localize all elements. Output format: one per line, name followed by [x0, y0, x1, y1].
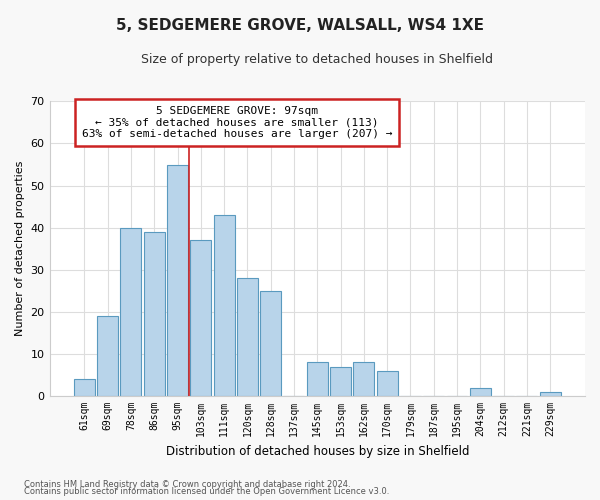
- Bar: [330, 366, 351, 396]
- Bar: [470, 388, 491, 396]
- Y-axis label: Number of detached properties: Number of detached properties: [15, 161, 25, 336]
- X-axis label: Distribution of detached houses by size in Shelfield: Distribution of detached houses by size …: [166, 444, 469, 458]
- Bar: [539, 392, 560, 396]
- Bar: [237, 278, 258, 396]
- Text: 5, SEDGEMERE GROVE, WALSALL, WS4 1XE: 5, SEDGEMERE GROVE, WALSALL, WS4 1XE: [116, 18, 484, 32]
- Bar: [190, 240, 211, 396]
- Bar: [97, 316, 118, 396]
- Bar: [121, 228, 142, 396]
- Text: Contains public sector information licensed under the Open Government Licence v3: Contains public sector information licen…: [24, 487, 389, 496]
- Text: 5 SEDGEMERE GROVE: 97sqm
← 35% of detached houses are smaller (113)
63% of semi-: 5 SEDGEMERE GROVE: 97sqm ← 35% of detach…: [82, 106, 392, 139]
- Text: Contains HM Land Registry data © Crown copyright and database right 2024.: Contains HM Land Registry data © Crown c…: [24, 480, 350, 489]
- Bar: [353, 362, 374, 396]
- Bar: [260, 291, 281, 396]
- Bar: [74, 379, 95, 396]
- Bar: [307, 362, 328, 396]
- Bar: [167, 164, 188, 396]
- Bar: [214, 215, 235, 396]
- Bar: [377, 371, 398, 396]
- Title: Size of property relative to detached houses in Shelfield: Size of property relative to detached ho…: [141, 52, 493, 66]
- Bar: [144, 232, 165, 396]
